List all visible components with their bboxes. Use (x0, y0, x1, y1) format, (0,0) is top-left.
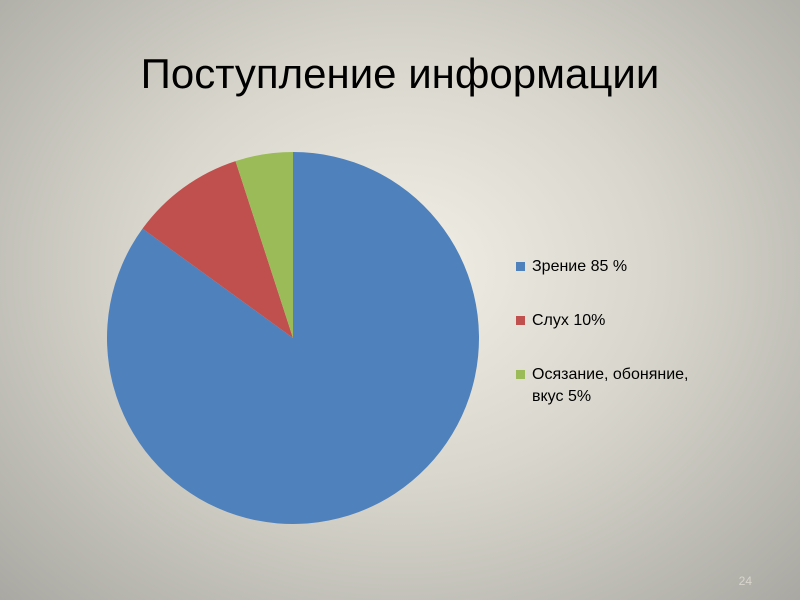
pie-slice (235, 152, 293, 338)
chart-title: Поступление информации (140, 50, 660, 97)
legend: Зрение 85 % Слух 10% Осязание, обоняние, в… (516, 256, 716, 440)
legend-item: Слух 10% (516, 310, 716, 332)
legend-label: Зрение 85 % (532, 258, 628, 275)
legend-label: Осязание, обоняние, вкус 5% (532, 366, 689, 405)
legend-swatch (516, 370, 525, 379)
legend-label: Слух 10% (532, 312, 606, 329)
legend-swatch (516, 316, 525, 325)
slide-number: 24 (738, 574, 752, 588)
legend-swatch (516, 262, 525, 271)
legend-item: Зрение 85 % (516, 256, 716, 278)
pie-slice (142, 161, 293, 338)
legend-item: Осязание, обоняние, вкус 5% (516, 364, 716, 408)
